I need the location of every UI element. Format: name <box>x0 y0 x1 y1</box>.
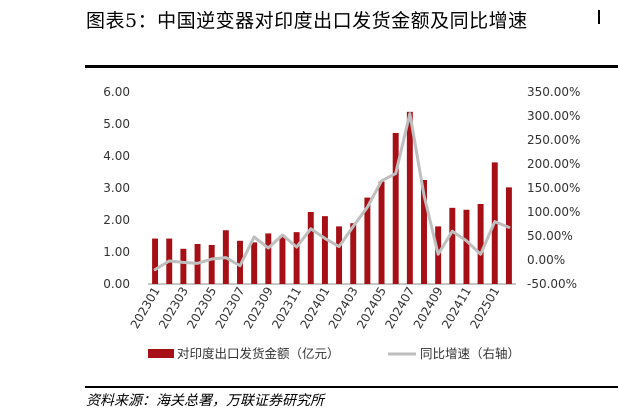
right-tick-label: 150.00% <box>527 181 580 195</box>
bar <box>321 216 328 284</box>
right-tick-label: 50.00% <box>527 229 573 243</box>
bar <box>350 223 357 284</box>
bar <box>279 235 286 284</box>
bar <box>449 207 456 284</box>
bar <box>421 180 427 284</box>
legend-label-line: 同比增速（右轴） <box>420 346 520 361</box>
bar <box>392 132 399 284</box>
right-tick-label: 300.00% <box>527 109 580 123</box>
left-tick-label: 6.00 <box>103 85 130 99</box>
bar <box>293 232 300 284</box>
legend-label-bars: 对印度出口发货金额（亿元） <box>177 346 340 361</box>
bars-group <box>152 111 512 284</box>
bar <box>505 187 512 284</box>
bar <box>406 111 413 284</box>
left-tick-label: 0.00 <box>103 277 130 291</box>
bar <box>477 204 484 284</box>
left-tick-label: 2.00 <box>103 213 130 227</box>
source-note: 资料来源：海关总署，万联证券研究所 <box>86 393 324 409</box>
right-tick-label: 350.00% <box>527 85 580 99</box>
right-tick-label: 250.00% <box>527 133 580 147</box>
right-tick-label: 100.00% <box>527 205 580 219</box>
bar <box>364 197 371 284</box>
legend: 对印度出口发货金额（亿元） 同比增速（右轴） <box>148 346 520 361</box>
bar <box>378 181 385 284</box>
legend-swatch-bars <box>148 349 174 358</box>
bar <box>251 242 258 284</box>
left-tick-label: 1.00 <box>103 245 130 259</box>
top-rule <box>85 65 618 68</box>
bar <box>265 233 272 284</box>
growth-line <box>153 112 511 272</box>
right-tick-label: -50.00% <box>527 277 577 291</box>
line-group <box>153 112 511 272</box>
corner-mark <box>598 10 608 24</box>
figure-title: 图表5：中国逆变器对印度出口发货金额及同比增速 <box>86 10 528 32</box>
right-tick-label: 0.00% <box>527 253 565 267</box>
left-tick-label: 5.00 <box>103 117 130 131</box>
right-tick-label: 200.00% <box>527 157 580 171</box>
bottom-rule <box>85 386 618 388</box>
left-tick-label: 4.00 <box>103 149 130 163</box>
bar <box>336 226 343 284</box>
bar <box>208 244 215 284</box>
bar <box>180 248 187 284</box>
left-tick-label: 3.00 <box>103 181 130 195</box>
bar <box>307 212 314 284</box>
bar <box>152 238 159 284</box>
bar <box>463 209 470 284</box>
